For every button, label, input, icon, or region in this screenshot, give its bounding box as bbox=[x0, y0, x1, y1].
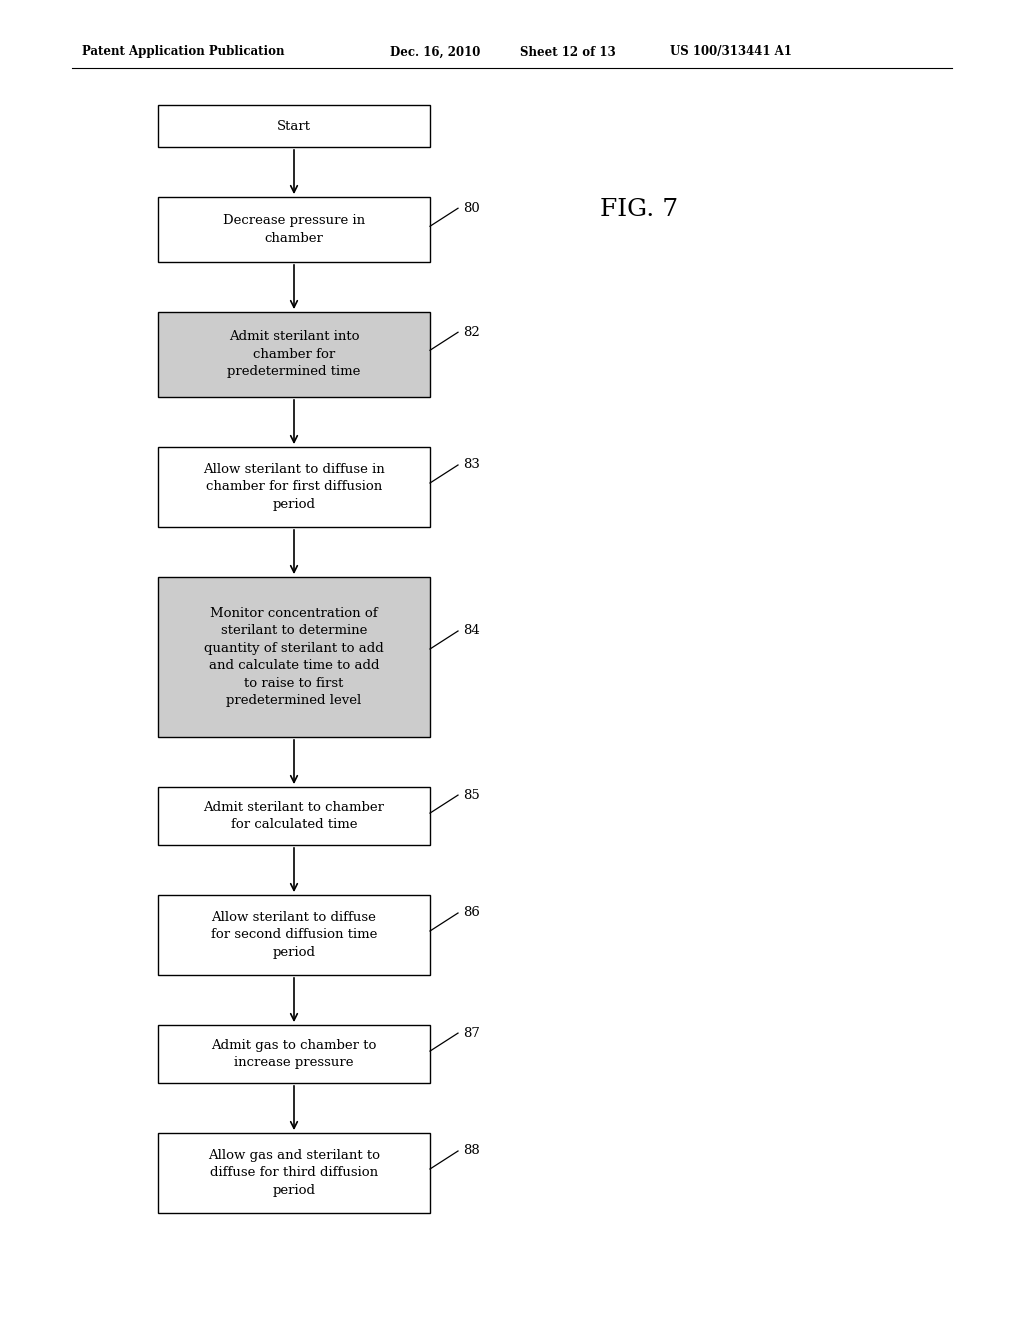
Text: Admit gas to chamber to
increase pressure: Admit gas to chamber to increase pressur… bbox=[211, 1039, 377, 1069]
Text: Sheet 12 of 13: Sheet 12 of 13 bbox=[520, 45, 615, 58]
Text: 88: 88 bbox=[463, 1144, 480, 1158]
FancyBboxPatch shape bbox=[158, 1133, 430, 1213]
Text: 80: 80 bbox=[463, 202, 480, 215]
Text: 82: 82 bbox=[463, 326, 480, 339]
Text: FIG. 7: FIG. 7 bbox=[600, 198, 678, 222]
Text: Allow sterilant to diffuse in
chamber for first diffusion
period: Allow sterilant to diffuse in chamber fo… bbox=[203, 463, 385, 511]
FancyBboxPatch shape bbox=[158, 106, 430, 147]
FancyBboxPatch shape bbox=[158, 895, 430, 975]
Text: 87: 87 bbox=[463, 1027, 480, 1040]
FancyBboxPatch shape bbox=[158, 312, 430, 397]
Text: 85: 85 bbox=[463, 788, 480, 801]
Text: Start: Start bbox=[278, 120, 311, 132]
Text: US 100/313441 A1: US 100/313441 A1 bbox=[670, 45, 792, 58]
Text: Admit sterilant to chamber
for calculated time: Admit sterilant to chamber for calculate… bbox=[204, 801, 384, 832]
Text: Allow gas and sterilant to
diffuse for third diffusion
period: Allow gas and sterilant to diffuse for t… bbox=[208, 1148, 380, 1197]
Text: Allow sterilant to diffuse
for second diffusion time
period: Allow sterilant to diffuse for second di… bbox=[211, 911, 377, 960]
Text: Dec. 16, 2010: Dec. 16, 2010 bbox=[390, 45, 480, 58]
FancyBboxPatch shape bbox=[158, 787, 430, 845]
Text: Decrease pressure in
chamber: Decrease pressure in chamber bbox=[223, 214, 366, 244]
FancyBboxPatch shape bbox=[158, 197, 430, 261]
FancyBboxPatch shape bbox=[158, 447, 430, 527]
FancyBboxPatch shape bbox=[158, 577, 430, 737]
Text: Patent Application Publication: Patent Application Publication bbox=[82, 45, 285, 58]
Text: Monitor concentration of
sterilant to determine
quantity of sterilant to add
and: Monitor concentration of sterilant to de… bbox=[204, 607, 384, 708]
FancyBboxPatch shape bbox=[158, 1026, 430, 1082]
Text: 86: 86 bbox=[463, 907, 480, 920]
Text: 84: 84 bbox=[463, 624, 480, 638]
Text: Admit sterilant into
chamber for
predetermined time: Admit sterilant into chamber for predete… bbox=[227, 330, 360, 379]
Text: 83: 83 bbox=[463, 458, 480, 471]
